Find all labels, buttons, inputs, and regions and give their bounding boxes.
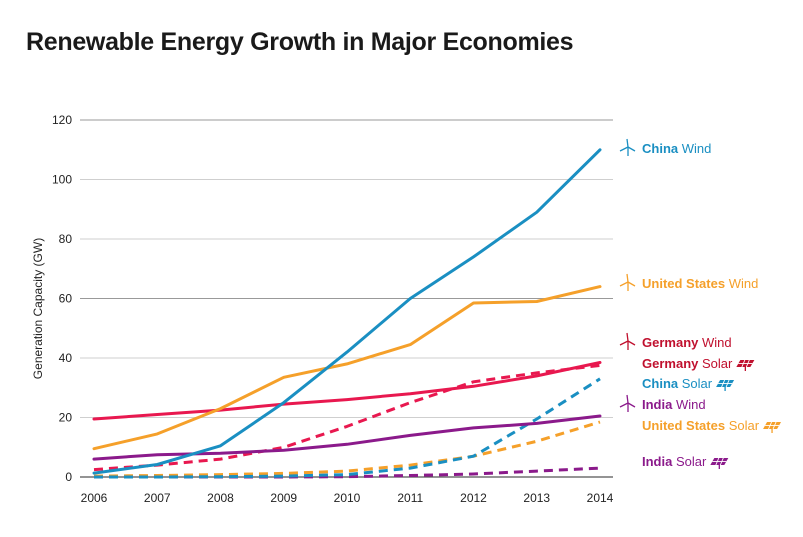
series-label-text: India Wind: [642, 397, 706, 412]
series-line-india-solar: [94, 466, 601, 479]
wind-turbine-icon: [619, 273, 636, 291]
y-tick-label: 120: [52, 113, 72, 127]
series-label-germany-wind: Germany Wind: [619, 332, 732, 350]
x-tick-label: 2014: [587, 491, 614, 505]
x-tick-label: 2011: [397, 491, 423, 505]
x-tick-label: 2008: [207, 491, 234, 505]
series-label-us-wind: United States Wind: [619, 273, 758, 291]
series-label-germany-solar: Germany Solar: [642, 356, 755, 371]
series-label-text: United States Wind: [642, 276, 758, 291]
wind-turbine-icon: [619, 138, 636, 156]
series-label-text: Germany Solar: [642, 356, 733, 371]
series-label-us-solar: United States Solar: [642, 418, 782, 433]
y-tick-label: 80: [59, 232, 73, 246]
series-label-text: China Wind: [642, 141, 711, 156]
series-label-india-wind: India Wind: [619, 394, 706, 412]
x-tick-label: 2013: [523, 491, 550, 505]
wind-turbine-icon: [619, 394, 636, 412]
series-label-text: India Solar: [642, 454, 707, 469]
series-line-us-solar: [93, 420, 601, 478]
chart-title: Renewable Energy Growth in Major Economi…: [26, 28, 574, 56]
series-label-china-wind: China Wind: [619, 138, 711, 156]
series-line-germany-wind: [92, 361, 602, 421]
series-label-text: United States Solar: [642, 418, 760, 433]
series-line-china-wind: [92, 148, 602, 475]
series-line-germany-solar: [93, 363, 601, 472]
solar-panel-icon: [763, 421, 782, 433]
x-tick-label: 2010: [334, 491, 361, 505]
wind-turbine-icon: [619, 332, 636, 350]
x-axis-ticks: 2006 2007 2008 2009 2010 2011 2012 2013 2014: [81, 491, 614, 505]
y-tick-label: 60: [59, 292, 73, 306]
x-tick-label: 2007: [144, 491, 171, 505]
solar-panel-icon: [736, 359, 755, 371]
x-tick-label: 2012: [460, 491, 487, 505]
y-tick-label: 40: [59, 351, 73, 365]
series-lines: [92, 148, 602, 479]
y-axis-ticks: 0 20 40 60 80 100 120: [52, 113, 72, 484]
solar-panel-icon: [710, 457, 729, 469]
series-line-india-wind: [92, 414, 602, 461]
y-axis-label: Generation Capacity (GW): [31, 238, 45, 379]
gridlines: [80, 119, 613, 478]
y-tick-label: 0: [65, 470, 72, 484]
series-label-china-solar: China Solar: [642, 376, 735, 391]
x-tick-label: 2009: [270, 491, 297, 505]
y-tick-label: 100: [52, 173, 72, 187]
series-line-us-wind: [92, 285, 602, 451]
series-label-india-solar: India Solar: [642, 454, 729, 469]
x-tick-label: 2006: [81, 491, 108, 505]
series-labels: China Wind United States Wind Germany Wind…: [619, 138, 782, 469]
y-tick-label: 20: [59, 411, 73, 425]
series-label-text: Germany Wind: [642, 335, 732, 350]
series-label-text: China Solar: [642, 376, 713, 391]
solar-panel-icon: [716, 379, 735, 391]
